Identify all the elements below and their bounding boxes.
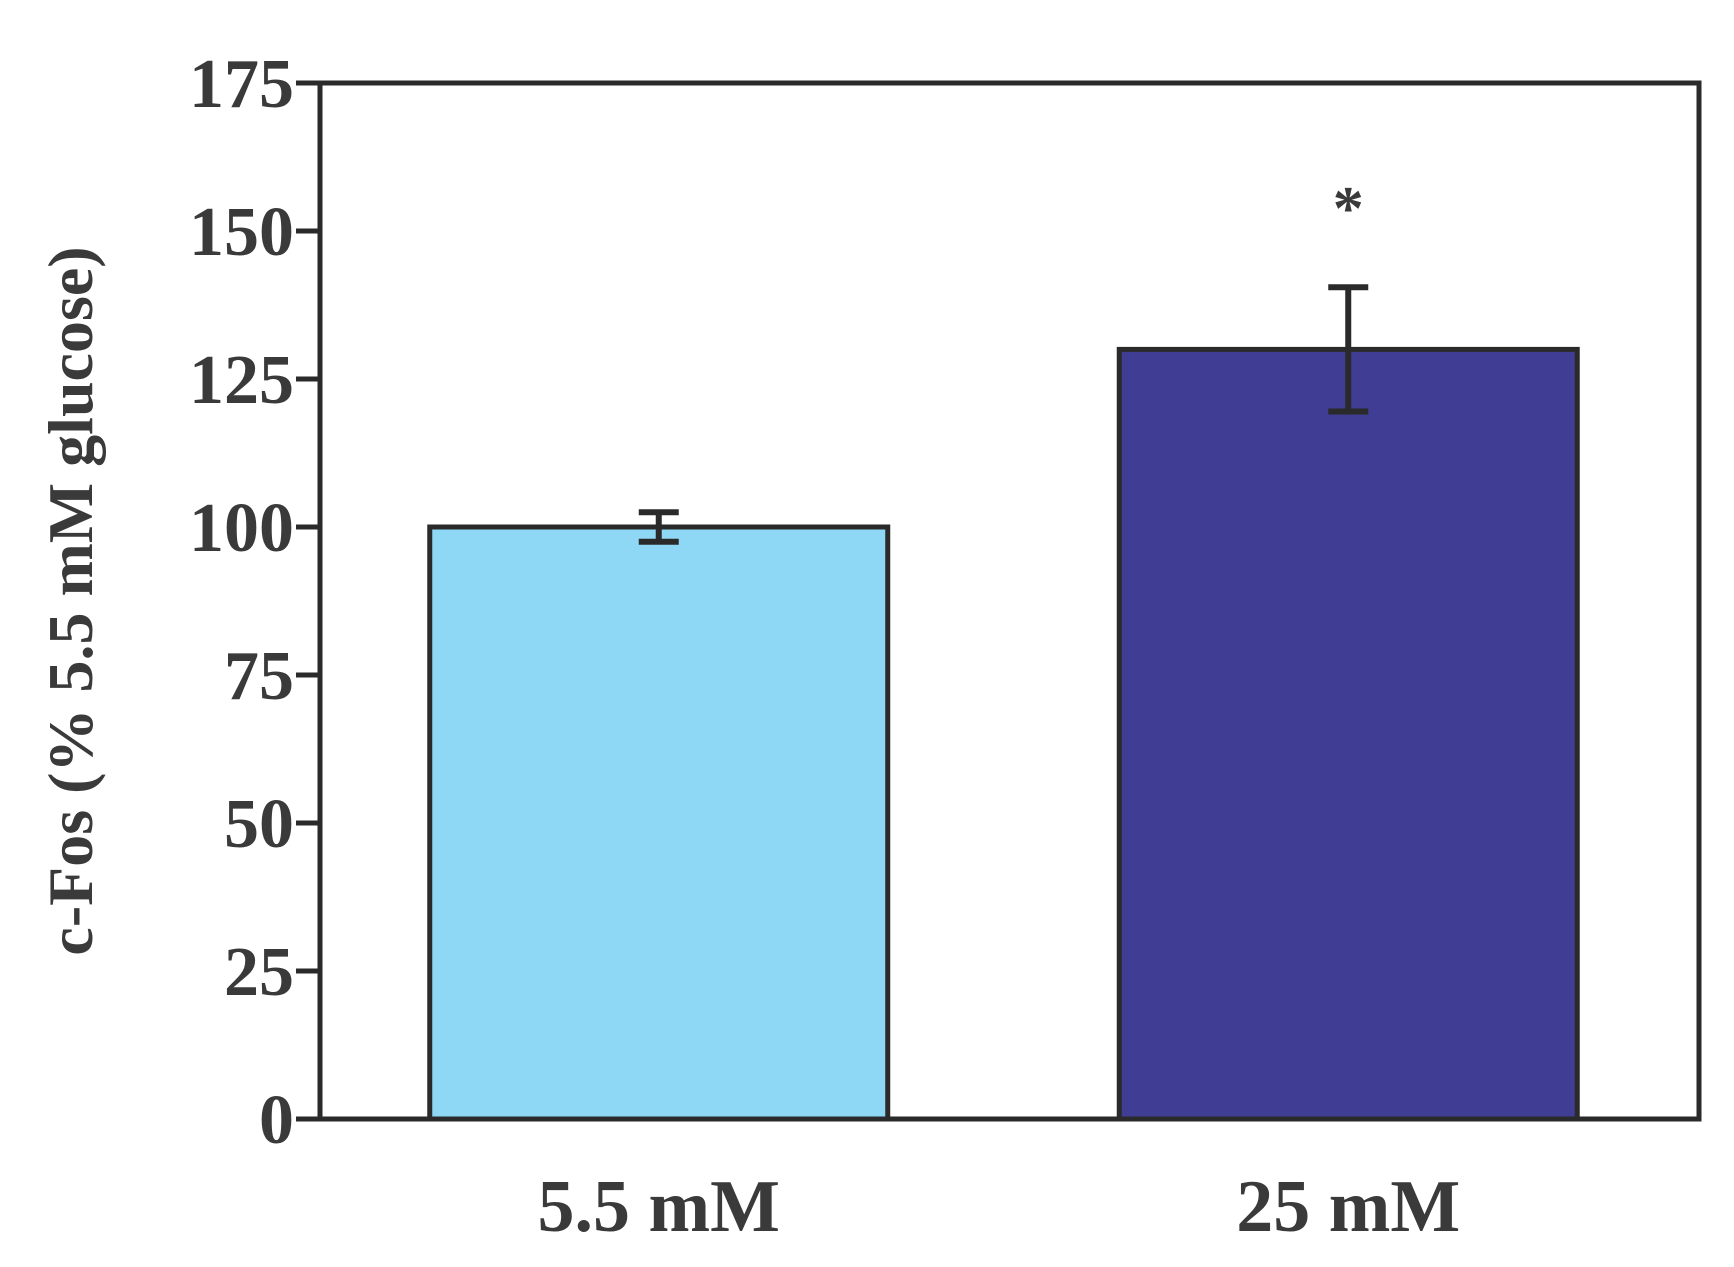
bar-2 xyxy=(1116,346,1580,1122)
x-category-label: 5.5 mM xyxy=(538,1166,781,1248)
y-tick-label: 0 xyxy=(259,1082,294,1159)
y-tick-label: 125 xyxy=(189,342,294,419)
y-tick-label: 175 xyxy=(189,46,294,123)
annotations-group: * xyxy=(1333,175,1364,243)
y-tick-label: 100 xyxy=(189,490,294,567)
x-category-label: 25 mM xyxy=(1236,1166,1460,1248)
y-tick-label: 75 xyxy=(224,638,294,715)
bars-group xyxy=(427,346,1580,1122)
y-tick-label: 50 xyxy=(224,786,294,863)
significance-marker: * xyxy=(1333,175,1364,243)
bar-1 xyxy=(427,524,891,1122)
y-tick-label: 25 xyxy=(224,934,294,1011)
y-axis: 0 25 50 75 100 125 150 175 xyxy=(189,46,320,1159)
y-tick-label: 150 xyxy=(189,194,294,271)
error-bars-group xyxy=(638,284,1369,545)
x-axis: 5.5 mM 25 mM xyxy=(538,1166,1461,1248)
y-axis-label: c-Fos (% 5.5 mM glucose) xyxy=(35,246,106,955)
